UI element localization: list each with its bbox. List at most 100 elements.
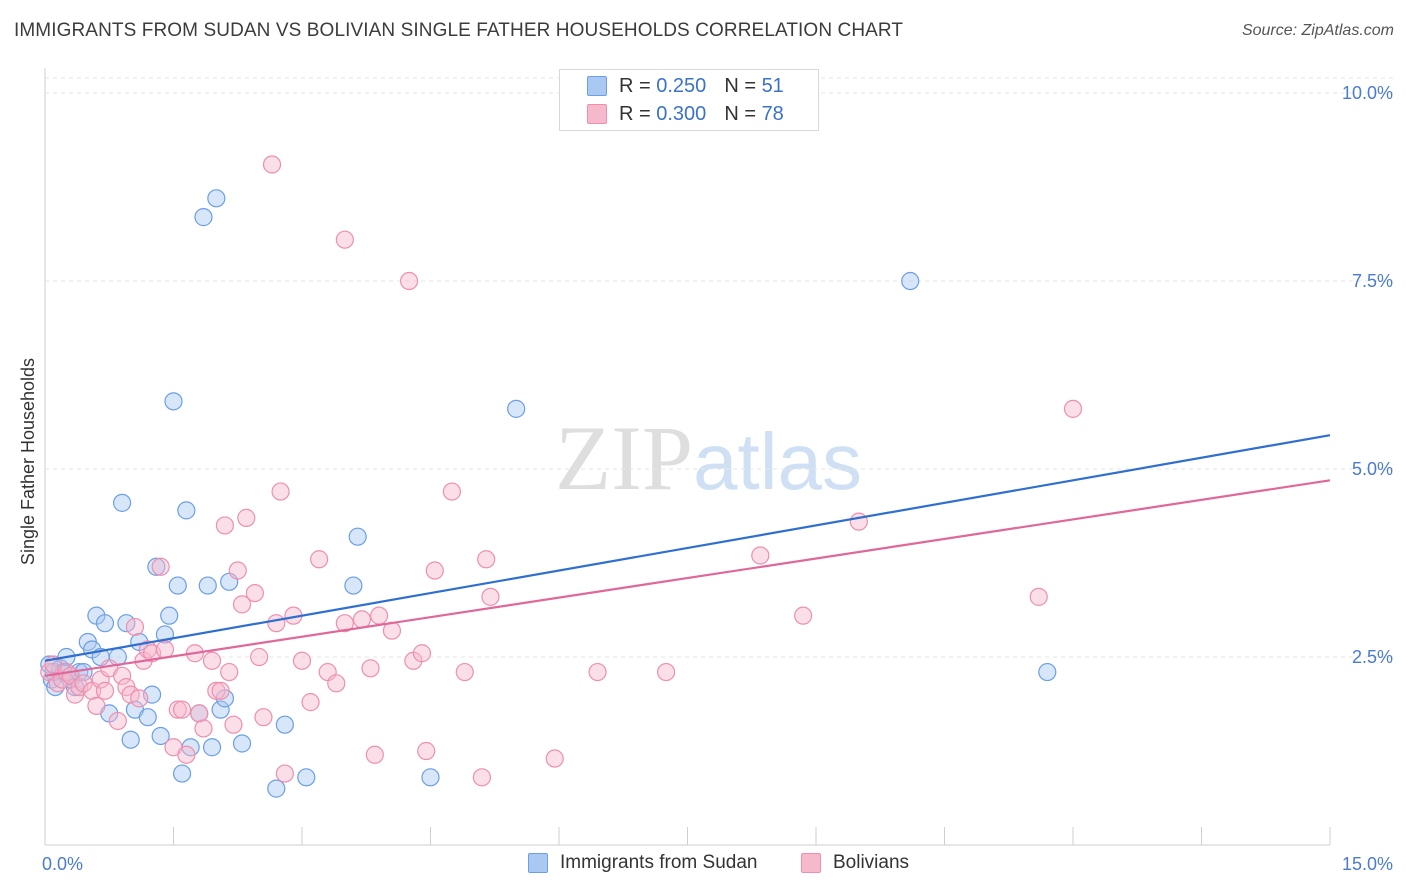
data-point-bolivians: [250, 647, 269, 667]
y-tick-label: 5.0%: [1352, 459, 1393, 479]
watermark: ZIPatlas: [555, 405, 862, 511]
legend-item-sudan: Immigrants from Sudan: [528, 852, 757, 874]
data-point-bolivians: [1029, 587, 1048, 606]
data-point-bolivians: [335, 230, 354, 249]
n-value: 51: [761, 74, 784, 97]
data-point-bolivians: [417, 741, 436, 761]
data-point-bolivians: [224, 715, 243, 734]
data-point-bolivians: [211, 681, 230, 700]
data-point-sudan: [207, 189, 226, 208]
data-point-bolivians: [151, 557, 170, 576]
trend-line-bolivians: [44, 479, 1331, 677]
data-point-bolivians: [112, 666, 132, 685]
data-point-sudan: [112, 493, 132, 512]
n-label: N =: [724, 102, 756, 125]
data-point-sudan: [232, 734, 252, 753]
trend-line-sudan: [44, 434, 1331, 662]
data-point-bolivians: [275, 764, 294, 783]
data-point-sudan: [138, 708, 157, 727]
data-point-bolivians: [95, 681, 115, 700]
stats-legend-row-bolivians: R = 0.300 N = 78: [560, 101, 784, 127]
chart-title: IMMIGRANTS FROM SUDAN VS BOLIVIAN SINGLE…: [14, 20, 904, 41]
data-point-sudan: [1038, 662, 1057, 682]
data-point-bolivians: [1063, 399, 1083, 418]
data-point-bolivians: [271, 482, 290, 501]
data-point-sudan: [194, 208, 213, 227]
data-point-sudan: [901, 271, 920, 291]
data-point-bolivians: [254, 708, 273, 727]
data-point-bolivians: [194, 719, 213, 738]
data-point-bolivians: [545, 749, 564, 768]
watermark-atlas: atlas: [693, 417, 862, 506]
source-label: Source: ZipAtlas.com: [1241, 22, 1394, 39]
data-point-bolivians: [237, 508, 256, 527]
data-point-sudan: [160, 606, 179, 625]
data-point-bolivians: [472, 768, 491, 787]
legend-label-sudan: Immigrants from Sudan: [560, 852, 758, 873]
data-point-sudan: [198, 576, 217, 595]
data-point-sudan: [147, 557, 166, 576]
data-point-bolivians: [849, 512, 868, 531]
data-point-bolivians: [425, 561, 444, 580]
y-tick-label: 2.5%: [1352, 647, 1393, 667]
y-tick-label: 7.5%: [1352, 271, 1393, 291]
data-point-bolivians: [361, 659, 380, 678]
watermark-zip: ZIP: [555, 407, 693, 509]
legend-swatch-bolivians: [801, 853, 821, 873]
n-value: 78: [761, 102, 784, 125]
data-point-sudan: [275, 715, 294, 734]
data-point-bolivians: [130, 689, 149, 708]
data-point-bolivians: [177, 745, 196, 764]
data-point-sudan: [211, 700, 230, 719]
legend-swatch-bolivians: [587, 104, 607, 124]
data-point-bolivians: [292, 651, 312, 670]
data-point-sudan: [344, 576, 363, 595]
data-point-sudan: [348, 527, 367, 546]
data-point-sudan: [121, 730, 140, 749]
y-tick-label: 10.0%: [1342, 83, 1393, 103]
data-point-bolivians: [301, 693, 320, 712]
data-point-sudan: [267, 779, 286, 798]
data-point-bolivians: [108, 711, 127, 731]
data-point-bolivians: [335, 614, 354, 633]
n-label: N =: [724, 74, 756, 97]
data-point-bolivians: [87, 696, 106, 715]
data-point-bolivians: [455, 662, 474, 682]
data-point-bolivians: [172, 700, 192, 719]
data-point-sudan: [95, 614, 115, 633]
data-point-bolivians: [399, 271, 419, 291]
data-point-bolivians: [794, 606, 813, 625]
legend-swatch-sudan: [528, 853, 548, 873]
data-point-bolivians: [168, 700, 187, 719]
data-point-bolivians: [365, 745, 384, 764]
data-point-bolivians: [155, 640, 175, 659]
data-point-bolivians: [202, 651, 222, 670]
data-point-bolivians: [267, 614, 286, 633]
data-point-bolivians: [228, 561, 247, 580]
data-point-bolivians: [245, 583, 264, 603]
data-point-bolivians: [125, 617, 145, 637]
data-point-sudan: [151, 726, 170, 746]
data-point-bolivians: [352, 610, 372, 629]
stats-legend-row-sudan: R = 0.250 N = 51: [560, 73, 784, 99]
data-point-bolivians: [442, 482, 462, 501]
data-point-bolivians: [370, 606, 389, 625]
data-point-bolivians: [215, 516, 234, 535]
y-axis-label: Single Father Households: [18, 358, 38, 565]
data-point-bolivians: [751, 546, 770, 565]
data-point-bolivians: [190, 704, 209, 723]
data-point-sudan: [507, 399, 526, 418]
legend-swatch-sudan: [587, 76, 607, 96]
data-point-bolivians: [220, 662, 239, 682]
legend-label-bolivians: Bolivians: [833, 852, 910, 873]
stats-legend: R = 0.250 N = 51 R = 0.300 N = 78: [559, 69, 819, 131]
data-point-sudan: [421, 768, 440, 787]
r-value: 0.300: [656, 102, 707, 125]
data-point-sudan: [164, 392, 183, 411]
data-point-bolivians: [412, 644, 432, 663]
data-point-bolivians: [327, 674, 346, 693]
r-value: 0.250: [656, 74, 707, 97]
data-point-bolivians: [262, 155, 282, 174]
data-point-bolivians: [477, 550, 496, 569]
